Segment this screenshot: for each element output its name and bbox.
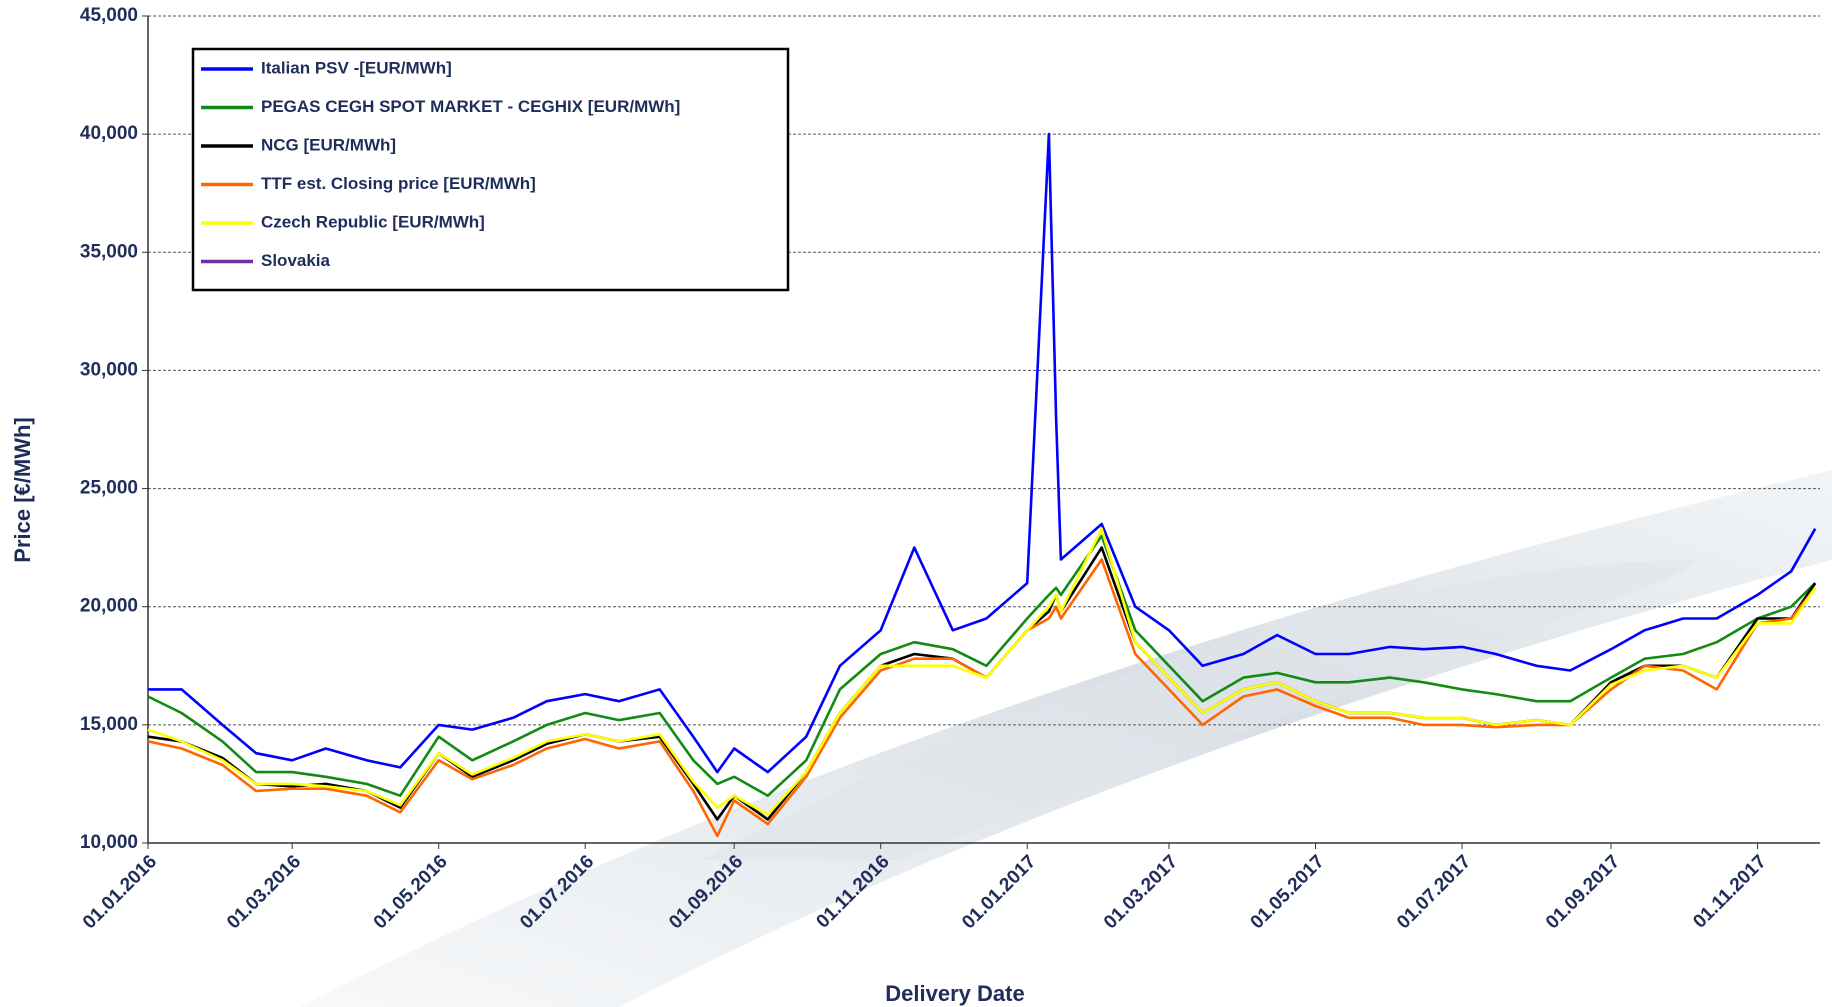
legend-label: TTF est. Closing price [EUR/MWh] (261, 174, 536, 193)
y-tick-label: 35,000 (80, 241, 138, 262)
x-axis-title: Delivery Date (885, 981, 1024, 1006)
y-tick-label: 20,000 (80, 596, 138, 617)
x-tick-label: 01.11.2017 (1689, 851, 1770, 932)
legend-label: PEGAS CEGH SPOT MARKET - CEGHIX [EUR/MWh… (261, 97, 680, 116)
y-tick-label: 40,000 (80, 123, 138, 144)
chart: 10,000 15,000 20,000 25,000 30,000 35,000 40,0… (0, 0, 1832, 1007)
x-tick-label: 01.01.2017 (958, 851, 1040, 933)
page: {"chart_data": {"type": "line", "y_label… (0, 0, 1832, 1007)
legend-label: Czech Republic [EUR/MWh] (261, 212, 485, 231)
x-tick-label: 01.03.2016 (223, 851, 305, 933)
x-tick-label: 01.05.2017 (1247, 851, 1329, 933)
x-tick-label: 01.01.2016 (79, 851, 161, 933)
x-tick-label: 01.07.2017 (1393, 851, 1475, 933)
x-tick-label: 01.09.2017 (1542, 851, 1624, 933)
legend-label: Italian PSV -[EUR/MWh] (261, 58, 452, 77)
y-tick-label: 30,000 (80, 359, 138, 380)
y-tick-label: 45,000 (80, 5, 138, 26)
x-tick-label: 01.05.2016 (370, 851, 452, 933)
y-tick-label: 15,000 (80, 714, 138, 735)
legend: Italian PSV -[EUR/MWh] PEGAS CEGH SPOT MA… (193, 49, 788, 290)
legend-label: NCG [EUR/MWh] (261, 135, 396, 154)
y-axis-title: Price [€/MWh] (10, 417, 35, 562)
x-tick-label: 01.03.2017 (1100, 851, 1182, 933)
y-tick-label: 10,000 (80, 832, 138, 853)
legend-label: Slovakia (261, 251, 331, 270)
y-tick-label: 25,000 (80, 478, 138, 499)
